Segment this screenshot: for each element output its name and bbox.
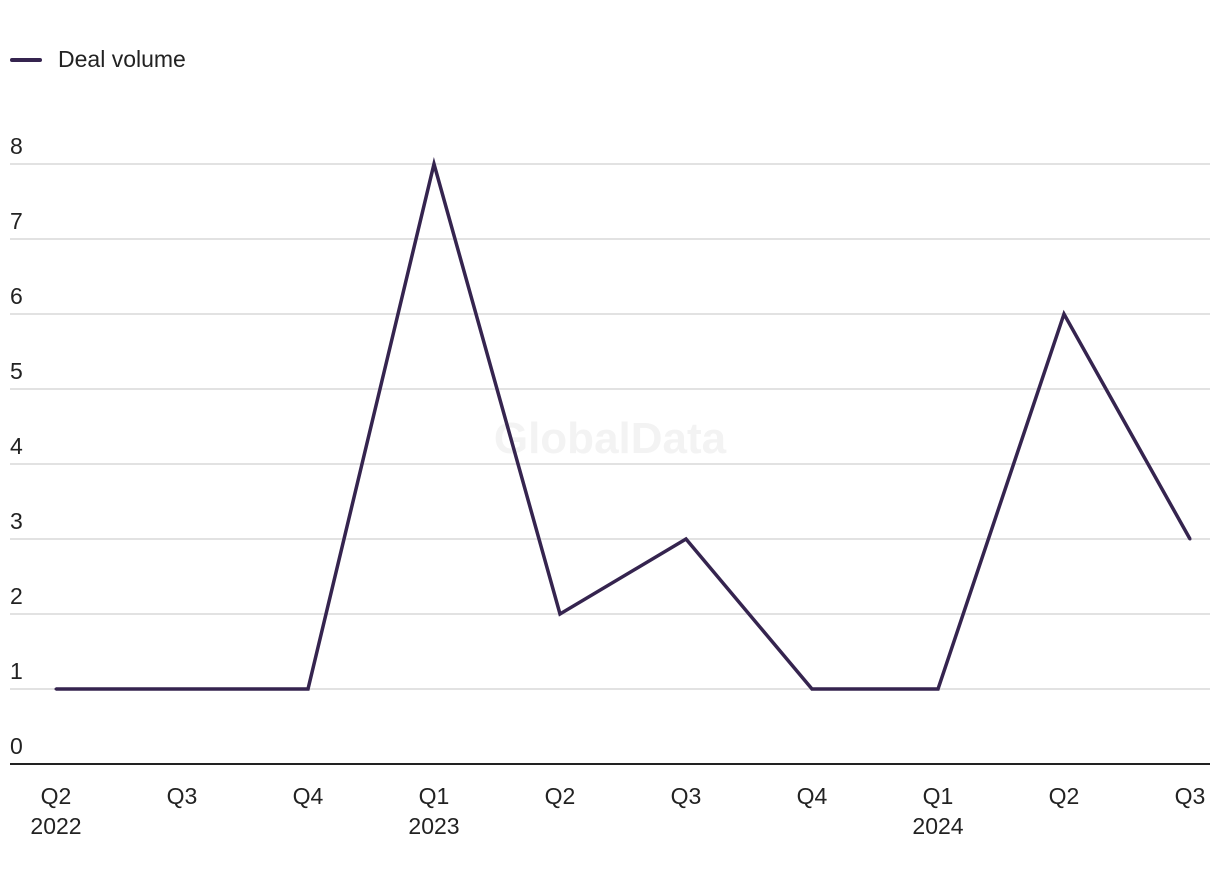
y-tick-label: 8 <box>10 133 23 159</box>
data-point <box>432 162 436 166</box>
x-tick-year-label: 2024 <box>912 813 963 839</box>
y-tick-label: 4 <box>10 433 23 459</box>
y-tick-label: 7 <box>10 208 23 234</box>
x-tick-year-label: 2022 <box>30 813 81 839</box>
y-axis-ticks: 0 1 2 3 4 5 6 7 8 <box>10 133 23 759</box>
x-tick-label: Q3 <box>671 783 702 809</box>
legend-label: Deal volume <box>58 46 186 72</box>
y-tick-label: 0 <box>10 733 23 759</box>
x-tick-label: Q1 <box>923 783 954 809</box>
legend: Deal volume <box>10 46 186 73</box>
x-tick-label: Q3 <box>1175 783 1206 809</box>
y-tick-label: 2 <box>10 583 23 609</box>
data-point <box>306 687 310 691</box>
series-group <box>54 157 1192 691</box>
data-point <box>810 687 814 691</box>
x-tick-label: Q2 <box>1049 783 1080 809</box>
y-tick-label: 5 <box>10 358 23 384</box>
x-tick-label: Q2 <box>545 783 576 809</box>
data-point <box>558 612 562 616</box>
x-tick-label: Q1 <box>419 783 450 809</box>
x-tick-year-label: 2023 <box>408 813 459 839</box>
y-tick-label: 3 <box>10 508 23 534</box>
y-tick-label: 1 <box>10 658 23 684</box>
data-point <box>1188 537 1192 541</box>
series-line-deal-volume <box>56 157 1192 691</box>
data-point <box>684 537 688 541</box>
x-tick-label: Q4 <box>293 783 324 809</box>
data-point <box>1062 312 1066 316</box>
data-point <box>54 687 58 691</box>
data-point <box>936 687 940 691</box>
x-tick-label: Q3 <box>167 783 198 809</box>
gridlines <box>10 163 1210 765</box>
legend-swatch <box>10 57 42 62</box>
x-axis-ticks: Q2 2022 Q3 Q4 Q1 2023 Q2 Q3 Q4 Q1 2024 Q2 Q3 <box>30 783 1205 839</box>
data-point <box>180 687 184 691</box>
x-tick-label: Q2 <box>41 783 72 809</box>
y-tick-label: 6 <box>10 283 23 309</box>
x-tick-label: Q4 <box>797 783 828 809</box>
